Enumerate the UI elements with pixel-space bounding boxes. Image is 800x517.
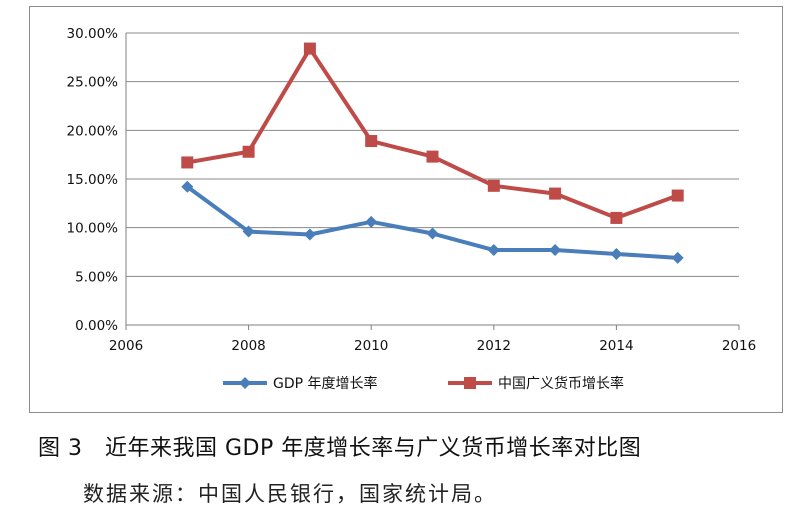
figure-caption: 图 3 近年来我国 GDP 年度增长率与广义货币增长率对比图 xyxy=(38,436,642,461)
y-tick-label: 5.00% xyxy=(75,269,118,285)
series-2-point xyxy=(181,156,194,169)
series-1-point xyxy=(242,225,255,238)
y-tick-label: 0.00% xyxy=(75,318,118,334)
series-2-point xyxy=(487,179,500,192)
series-1-point xyxy=(181,180,194,193)
series-1-point xyxy=(549,244,562,257)
y-tick-label: 30.00% xyxy=(67,26,119,42)
y-tick-label: 20.00% xyxy=(67,123,119,139)
series-1-point xyxy=(610,247,623,260)
y-tick-label: 15.00% xyxy=(67,172,119,188)
series-2-point xyxy=(610,211,623,224)
x-tick-label: 2014 xyxy=(599,338,633,354)
series-1-point xyxy=(426,227,439,240)
series-1-point xyxy=(303,228,316,241)
series-line-1 xyxy=(185,184,680,260)
series-1-point xyxy=(365,215,378,228)
series-line-2 xyxy=(185,46,680,220)
series-2-point xyxy=(671,189,684,202)
y-tick-label: 25.00% xyxy=(67,75,119,91)
series-1-point xyxy=(487,244,500,257)
x-tick-label: 2016 xyxy=(722,338,756,354)
y-tick-label: 10.00% xyxy=(67,221,119,237)
x-tick-label: 2012 xyxy=(477,338,511,354)
x-tick-label: 2010 xyxy=(354,338,388,354)
x-tick-label: 2008 xyxy=(231,338,265,354)
series-1-point xyxy=(671,251,684,264)
chart-frame: 0.00% 5.00% 10.00% 15.00% 20.00% 25.00% 30.00%… xyxy=(29,6,783,413)
line-chart: 0.00% 5.00% 10.00% 15.00% 20.00% 25.00% 30.00%… xyxy=(67,26,757,392)
series-2-point xyxy=(549,187,562,200)
legend-marker-1 xyxy=(239,377,251,389)
series-2-point xyxy=(365,135,378,148)
data-source-note: 数据来源：中国人民银行，国家统计局。 xyxy=(83,482,497,506)
legend-label-2: 中国广义货币增长率 xyxy=(498,375,624,392)
series-2-point xyxy=(303,42,316,55)
legend-label-1: GDP 年度增长率 xyxy=(273,375,378,392)
legend-marker-2 xyxy=(464,377,476,389)
x-tick-label: 2006 xyxy=(109,338,143,354)
series-2-point xyxy=(426,150,439,163)
series-2-point xyxy=(242,145,255,158)
